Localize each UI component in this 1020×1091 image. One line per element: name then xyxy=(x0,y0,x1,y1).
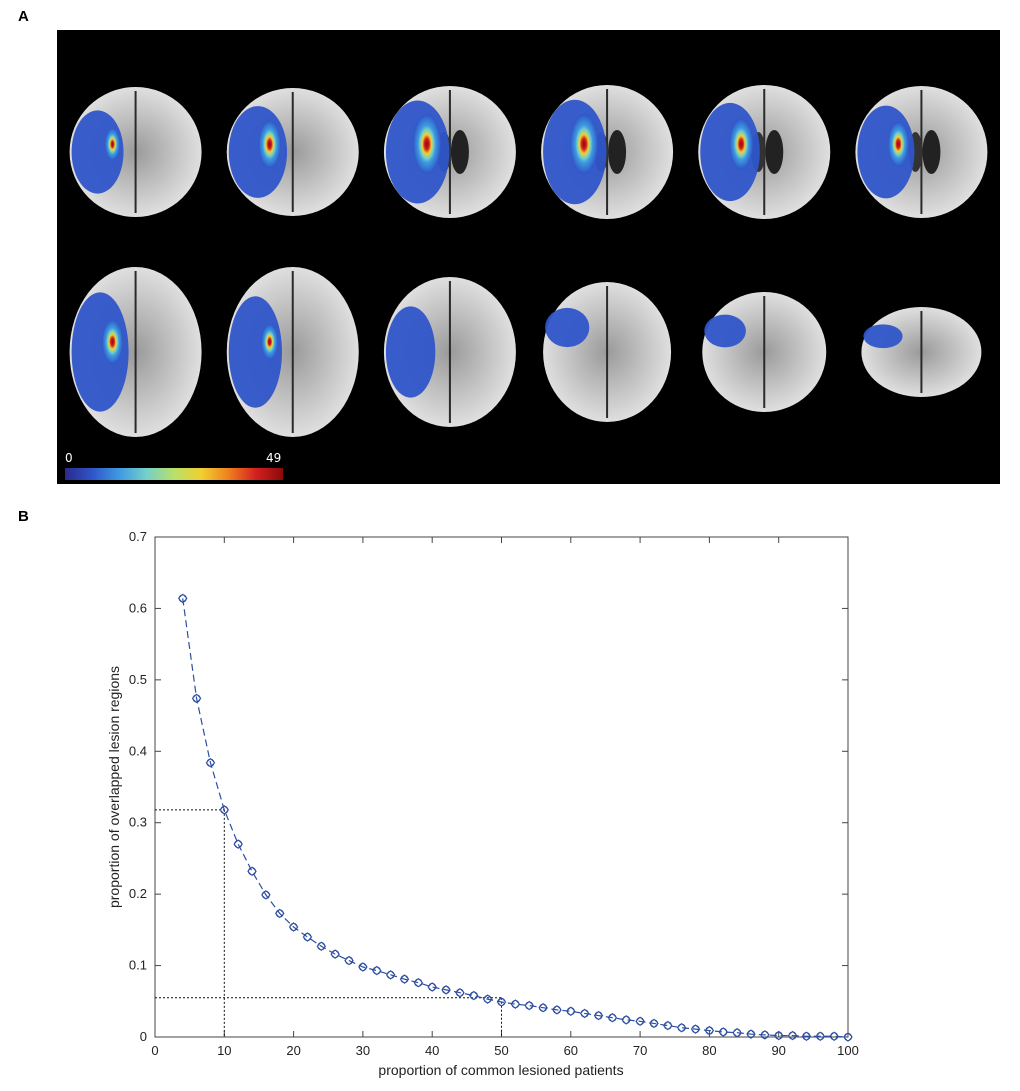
brain-slice xyxy=(226,267,359,437)
brain-slice xyxy=(861,307,982,397)
data-point xyxy=(233,839,243,849)
series-line xyxy=(182,598,849,1038)
brain-lesion-overlap-panel: 0 49 xyxy=(57,30,1000,484)
data-point xyxy=(676,1022,687,1033)
data-point xyxy=(593,1010,604,1021)
data-point xyxy=(746,1029,756,1039)
colorbar xyxy=(65,468,283,480)
data-point xyxy=(399,974,410,984)
x-tick-label: 30 xyxy=(356,1043,370,1058)
data-point xyxy=(635,1016,645,1027)
data-point xyxy=(177,593,188,604)
data-point xyxy=(829,1031,839,1042)
x-tick-label: 70 xyxy=(633,1043,647,1058)
data-point xyxy=(538,1002,548,1013)
data-point xyxy=(288,922,299,932)
brain-slice xyxy=(383,86,516,218)
x-tick-label: 40 xyxy=(425,1043,439,1058)
data-point xyxy=(607,1012,618,1023)
x-tick-label: 0 xyxy=(151,1043,158,1058)
colorbar-min-label: 0 xyxy=(65,451,73,465)
y-tick-label: 0.2 xyxy=(129,886,147,901)
data-point xyxy=(704,1025,715,1036)
overlap-curve-panel: 0 10 20 30 40 50 60 70 80 90 100 0 0.1 0.2 0.3 0.4 0.5 0.… xyxy=(0,520,1020,1086)
colorbar-max-label: 49 xyxy=(266,451,281,465)
brain-slice xyxy=(226,88,359,216)
data-point xyxy=(732,1027,742,1038)
data-point xyxy=(441,985,451,995)
x-tick-label: 60 xyxy=(564,1043,578,1058)
overlap-curve-chart: 0 10 20 30 40 50 60 70 80 90 100 0 0.1 0.2 0.3 0.4 0.5 0.… xyxy=(106,529,859,1078)
data-point xyxy=(385,970,396,980)
data-point xyxy=(496,997,507,1007)
data-point xyxy=(718,1027,729,1037)
data-point xyxy=(205,757,216,768)
brain-slices xyxy=(69,85,988,437)
plot-area-frame xyxy=(154,536,849,1038)
data-point xyxy=(247,866,257,877)
data-point xyxy=(787,1030,798,1041)
data-point xyxy=(760,1030,770,1040)
data-point xyxy=(219,805,230,815)
panel-a-label: A xyxy=(18,8,29,25)
data-point xyxy=(261,890,271,900)
data-point xyxy=(413,977,424,988)
y-axis-title: proportion of overlapped lesion regions xyxy=(106,666,122,908)
x-tick-label: 80 xyxy=(702,1043,716,1058)
data-point xyxy=(524,1000,535,1011)
y-tick-label: 0.5 xyxy=(129,672,147,687)
x-tick-label: 20 xyxy=(286,1043,300,1058)
data-point xyxy=(621,1015,632,1025)
data-point xyxy=(773,1030,784,1041)
data-point xyxy=(843,1032,853,1042)
brain-slice xyxy=(69,87,202,217)
brain-slice xyxy=(702,292,827,412)
y-tick-label: 0.1 xyxy=(129,958,147,973)
data-point xyxy=(427,982,438,992)
data-point xyxy=(274,908,285,919)
data-point xyxy=(801,1031,812,1042)
data-point xyxy=(468,990,479,1001)
brain-slice xyxy=(698,85,831,219)
data-point xyxy=(579,1008,590,1019)
y-tick-label: 0.7 xyxy=(129,529,147,544)
y-tick-label: 0 xyxy=(140,1029,147,1044)
data-point xyxy=(191,693,202,704)
data-point xyxy=(662,1020,673,1031)
x-tick-label: 50 xyxy=(494,1043,508,1058)
data-point xyxy=(371,965,382,976)
brain-slice xyxy=(855,86,988,218)
y-tick-label: 0.6 xyxy=(129,600,147,615)
panel-b-label: B xyxy=(18,508,29,525)
data-point xyxy=(344,955,354,966)
data-point xyxy=(455,987,465,998)
axis-ticks: 0 10 20 30 40 50 60 70 80 90 100 0 0.1 0.2 0.3 0.4 0.5 0.… xyxy=(129,529,859,1058)
data-point xyxy=(565,1006,576,1017)
brain-slice xyxy=(543,282,672,422)
data-series xyxy=(177,593,853,1042)
data-point xyxy=(482,994,493,1004)
data-point xyxy=(316,941,327,952)
data-point xyxy=(358,962,368,972)
y-tick-label: 0.4 xyxy=(129,743,147,758)
data-point xyxy=(330,949,341,959)
y-tick-label: 0.3 xyxy=(129,815,147,830)
brain-slice xyxy=(383,277,516,427)
x-axis-title: proportion of common lesioned patients xyxy=(378,1062,623,1078)
data-point xyxy=(815,1031,826,1042)
reference-lines xyxy=(155,809,502,1037)
x-tick-label: 90 xyxy=(771,1043,785,1058)
data-point xyxy=(302,932,313,942)
brain-slice xyxy=(69,267,202,437)
data-point xyxy=(552,1005,562,1015)
data-point xyxy=(510,999,521,1009)
x-tick-label: 10 xyxy=(217,1043,231,1058)
brain-slice xyxy=(541,85,674,219)
x-tick-label: 100 xyxy=(837,1043,859,1058)
data-point xyxy=(649,1018,659,1029)
brain-slices-figure: 0 49 xyxy=(65,85,988,480)
data-point xyxy=(690,1024,701,1034)
